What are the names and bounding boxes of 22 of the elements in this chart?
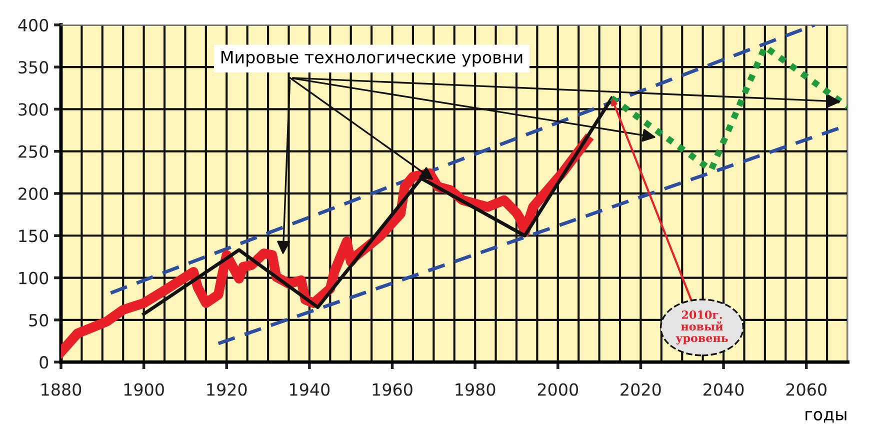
y-tick-label: 100 [19, 272, 48, 284]
x-tick-label: 1940 [290, 383, 330, 396]
y-tick-label: 50 [29, 314, 48, 326]
x-tick-label: 1900 [124, 383, 164, 396]
x-axis-title: годы [806, 410, 846, 423]
y-tick-label: 150 [19, 230, 48, 242]
annotation: Мировые технологические уровни [222, 51, 522, 67]
y-tick-label: 0 [40, 356, 48, 369]
annotation: 2010г. новый уровень [676, 310, 728, 344]
y-tick-label: 200 [18, 187, 48, 200]
x-tick-label: 1980 [456, 383, 496, 396]
y-tick-label: 400 [18, 18, 48, 32]
x-tick-label: 1920 [207, 383, 247, 396]
y-tick-label: 300 [18, 103, 48, 116]
x-tick-label: 2020 [620, 383, 661, 396]
x-tick-label: 2000 [538, 383, 578, 396]
y-tick-label: 350 [18, 60, 48, 74]
x-tick-label: 2060 [786, 383, 826, 396]
x-tick-label: 1880 [42, 383, 82, 396]
x-tick-label: 2040 [704, 383, 744, 396]
x-tick-label: 1960 [372, 383, 412, 396]
y-tick-label: 250 [18, 145, 48, 158]
